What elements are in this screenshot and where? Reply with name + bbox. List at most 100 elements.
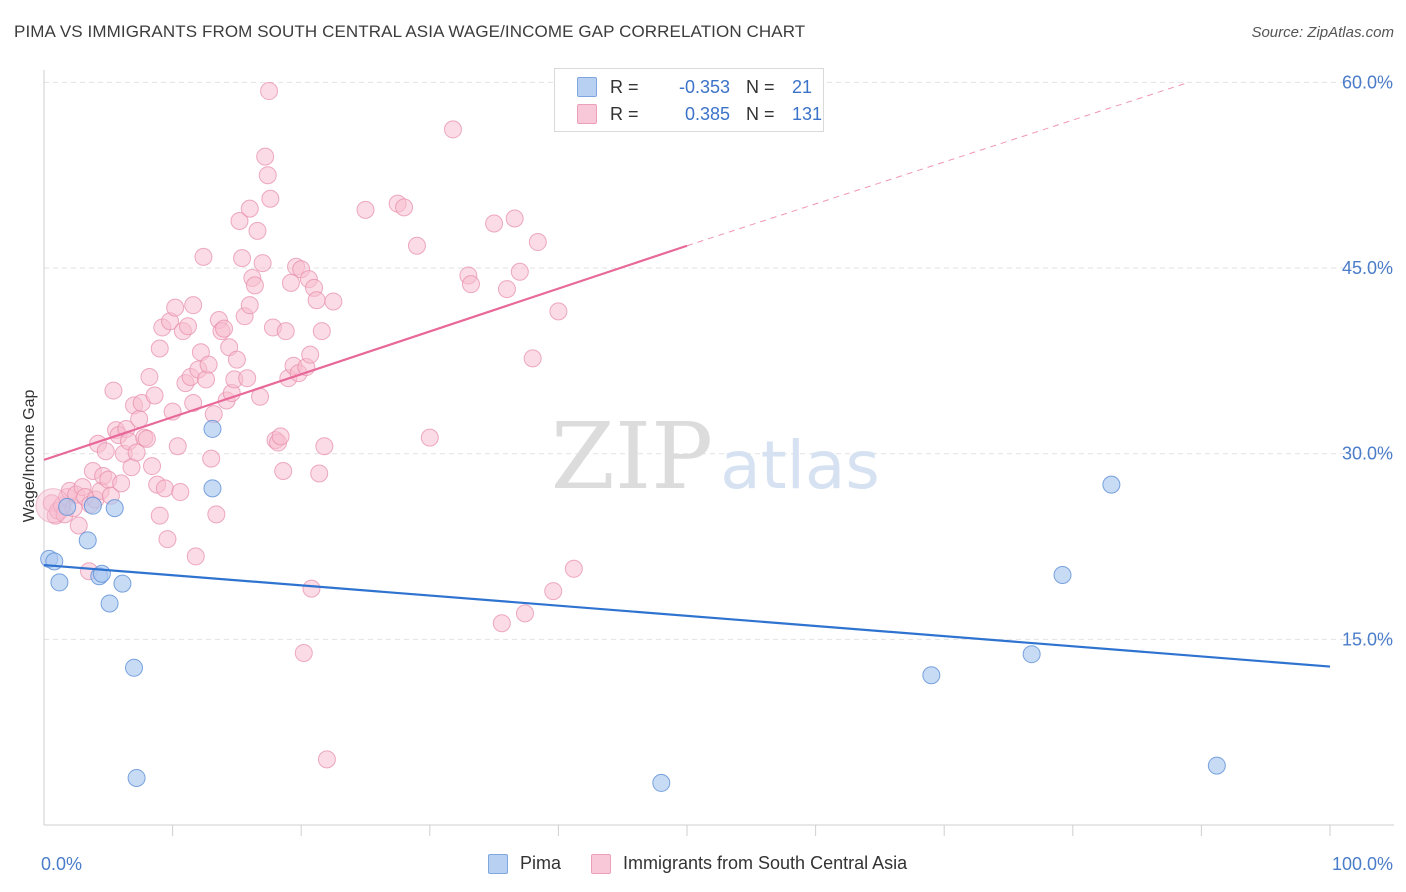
pima-point — [1022, 645, 1041, 664]
immigrants-point — [271, 427, 290, 446]
immigrants-point — [307, 291, 326, 310]
pima-point — [50, 573, 69, 592]
immigrants-point — [227, 350, 246, 369]
pima-point — [203, 419, 222, 438]
y-tick-label: 30.0% — [1342, 444, 1393, 464]
immigrants-point — [150, 339, 169, 358]
immigrants-point — [276, 322, 295, 341]
immigrants-point — [258, 166, 277, 185]
immigrants-point — [179, 317, 198, 336]
y-axis-label: Wage/Income Gap — [21, 390, 38, 523]
immigrants-point — [186, 547, 205, 566]
watermark: ZIP atlas — [551, 403, 880, 510]
x-tick-label: 0.0% — [41, 854, 82, 874]
pima-swatch — [577, 77, 597, 97]
immigrants-point — [127, 443, 146, 462]
immigrants-point — [310, 464, 329, 483]
immigrants-point — [528, 233, 547, 252]
immigrants-point — [274, 462, 293, 481]
immigrants-point — [253, 254, 272, 273]
pima-point — [83, 496, 102, 515]
legend-n-label: N = — [746, 76, 775, 97]
immigrants-point — [240, 199, 259, 218]
immigrants-point — [420, 428, 439, 447]
pima-point — [125, 658, 144, 677]
immigrants-point — [207, 505, 226, 524]
y-tick-label: 15.0% — [1342, 629, 1393, 649]
immigrants-point — [302, 579, 321, 598]
legend-n-value: 131 — [792, 103, 823, 124]
immigrants-point — [143, 457, 162, 476]
legend-r-value: -0.353 — [678, 76, 730, 97]
pima-point — [1053, 565, 1072, 584]
pima-point — [78, 531, 97, 550]
immigrants-point — [356, 200, 375, 219]
immigrants-point — [407, 236, 426, 255]
pima-swatch — [488, 853, 508, 874]
immigrants-point — [145, 386, 164, 405]
immigrants-point — [240, 296, 259, 315]
immigrants-point — [260, 82, 279, 101]
immigrants-point — [497, 280, 516, 299]
immigrants-points — [35, 82, 583, 769]
immigrants-point — [544, 582, 563, 601]
immigrants-point — [130, 410, 149, 429]
immigrants-point — [301, 345, 320, 364]
immigrants-point — [96, 442, 115, 461]
immigrants-point — [261, 189, 280, 208]
watermark-atlas: atlas — [720, 427, 880, 504]
immigrants-point — [564, 559, 583, 578]
immigrants-point — [549, 302, 568, 321]
immigrants-point — [104, 381, 123, 400]
immigrants-swatch — [591, 853, 612, 874]
pima-point — [203, 479, 222, 498]
pima-point — [922, 666, 941, 685]
legend-n-label: N = — [746, 103, 775, 124]
bottom-legend-immigrants: Immigrants from South Central Asia — [591, 853, 907, 874]
immigrants-point — [315, 437, 334, 456]
immigrants-point — [233, 249, 252, 268]
immigrants-point — [443, 120, 462, 139]
legend-n-value: 21 — [792, 76, 813, 97]
immigrants-point — [485, 214, 504, 233]
source-label: Source: ZipAtlas.com — [1251, 24, 1394, 41]
immigrants-point — [523, 349, 542, 368]
immigrants-point — [492, 614, 511, 633]
immigrants-point — [215, 319, 234, 338]
pima-point — [652, 773, 671, 792]
immigrants-point — [461, 275, 480, 294]
immigrants-point — [140, 367, 159, 386]
bottom-legend-pima-label: Pima — [520, 853, 562, 873]
pima-point — [127, 768, 146, 787]
bottom-legend-pima: Pima — [488, 853, 561, 874]
pima-points — [40, 419, 1226, 792]
stats-legend: R = -0.353 N = 21 R = 0.385 N = 131 — [554, 68, 824, 132]
immigrants-point — [317, 750, 336, 769]
grid — [44, 81, 1394, 640]
axes — [43, 70, 1394, 836]
immigrants-point — [515, 604, 534, 623]
legend-r-label: R = — [610, 76, 639, 97]
bottom-legend-immigrants-label: Immigrants from South Central Asia — [623, 853, 908, 873]
watermark-zip: ZIP — [551, 403, 713, 510]
pima-point — [1102, 475, 1121, 494]
immigrants-point — [155, 479, 174, 498]
immigrants-point — [281, 273, 300, 292]
immigrants-point — [171, 483, 190, 502]
pima-point — [100, 594, 119, 613]
pima-trend-line — [43, 563, 1331, 668]
immigrants-point — [194, 247, 213, 266]
immigrants-point — [199, 355, 218, 374]
immigrants-point — [238, 369, 257, 388]
immigrants-point — [312, 322, 331, 341]
legend-r-label: R = — [610, 103, 639, 124]
legend-row-pima: R = -0.353 N = 21 — [577, 75, 812, 99]
immigrants-point — [166, 298, 185, 317]
pima-point — [113, 574, 132, 593]
immigrants-point — [256, 147, 275, 166]
pima-point — [58, 497, 77, 516]
immigrants-point — [230, 212, 249, 230]
legend-row-immigrants: R = 0.385 N = 131 — [577, 102, 822, 126]
immigrants-point — [150, 506, 169, 525]
